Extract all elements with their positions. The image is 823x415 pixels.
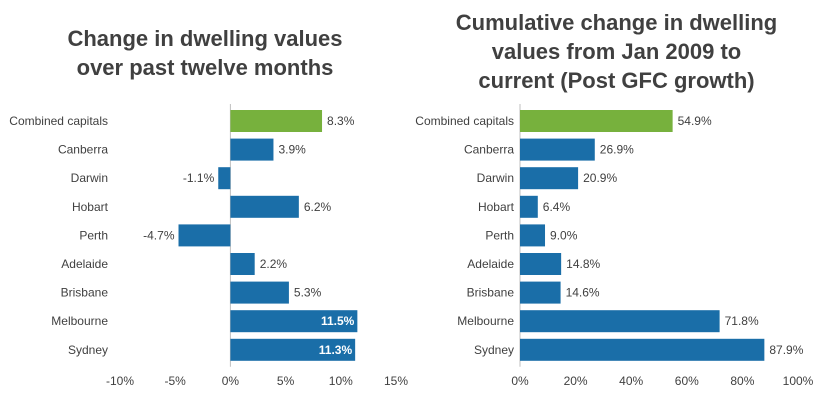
right-bar-combined-capitals [520, 110, 673, 132]
right-value-label: 71.8% [725, 314, 759, 328]
right-value-label: 14.8% [566, 257, 600, 271]
right-bar-canberra [520, 138, 595, 161]
left-category-label: Perth [79, 228, 108, 242]
left-bar-chart: Combined capitals 8.3% Canberra 3.9% Darwin -… [9, 104, 408, 388]
left-category-label: Adelaide [61, 257, 108, 271]
left-category-label: Combined capitals [9, 114, 108, 128]
right-bar-perth [520, 224, 546, 247]
right-category-label: Canberra [464, 143, 514, 157]
right-category-label: Sydney [474, 343, 514, 357]
left-title-line-1: Change in dwelling values [67, 26, 343, 51]
left-bar-combined-capitals [230, 110, 323, 132]
left-tick-label: 10% [329, 374, 353, 388]
left-tick-label: 0% [222, 374, 240, 388]
left-value-label: 6.2% [304, 200, 332, 214]
left-tick-label: -10% [106, 374, 134, 388]
left-category-label: Melbourne [51, 314, 108, 328]
left-bar-sydney [230, 338, 356, 361]
left-category-label: Hobart [72, 200, 109, 214]
right-value-label: 26.9% [600, 143, 634, 157]
left-tick-label: -5% [165, 374, 187, 388]
right-value-label: 87.9% [769, 343, 803, 357]
left-category-label: Canberra [58, 143, 108, 157]
left-value-label: -1.1% [183, 171, 215, 185]
left-category-label: Darwin [71, 171, 108, 185]
right-category-label: Darwin [477, 171, 514, 185]
left-value-label: 2.2% [260, 257, 288, 271]
right-title-line-1: Cumulative change in dwelling [455, 10, 778, 35]
right-chart-title: Cumulative change in dwelling values fro… [410, 8, 823, 95]
left-value-label: -4.7% [143, 228, 175, 242]
right-title-line-2: values from Jan 2009 to [491, 39, 742, 64]
left-value-label: 3.9% [278, 143, 306, 157]
left-bar-perth [178, 224, 231, 247]
left-bar-hobart [230, 195, 299, 218]
left-bar-adelaide [230, 253, 255, 275]
left-category-label: Sydney [68, 343, 108, 357]
left-chart-title: Change in dwelling values over past twel… [0, 24, 410, 82]
right-bar-melbourne [520, 310, 720, 333]
left-chart-panel: Change in dwelling values over past twel… [0, 0, 410, 415]
right-category-label: Hobart [478, 200, 515, 214]
right-value-label: 54.9% [678, 114, 712, 128]
right-category-label: Perth [485, 228, 514, 242]
right-tick-label: 20% [564, 374, 588, 388]
right-category-label: Brisbane [467, 286, 515, 300]
right-value-label: 20.9% [583, 171, 617, 185]
right-tick-label: 100% [783, 374, 814, 388]
right-category-label: Adelaide [467, 257, 514, 271]
right-chart-panel: Cumulative change in dwelling values fro… [410, 0, 823, 415]
left-bar-canberra [230, 138, 274, 161]
right-category-label: Combined capitals [415, 114, 514, 128]
right-bar-hobart [520, 195, 538, 218]
left-bar-darwin [218, 167, 231, 190]
left-tick-label: 15% [384, 374, 408, 388]
left-tick-label: 5% [277, 374, 295, 388]
right-bar-adelaide [520, 253, 562, 275]
right-bar-darwin [520, 167, 579, 190]
left-title-line-2: over past twelve months [76, 55, 334, 80]
left-value-label: 11.3% [319, 343, 353, 357]
right-value-label: 14.6% [566, 286, 600, 300]
right-title-line-3: current (Post GFC growth) [478, 68, 755, 93]
right-category-label: Melbourne [457, 314, 514, 328]
right-value-label: 9.0% [550, 228, 578, 242]
right-tick-label: 60% [675, 374, 699, 388]
right-value-label: 6.4% [543, 200, 571, 214]
right-tick-label: 40% [619, 374, 643, 388]
left-bar-melbourne [230, 310, 358, 333]
right-bar-sydney [520, 338, 765, 361]
left-value-label: 5.3% [294, 286, 322, 300]
right-tick-label: 80% [730, 374, 754, 388]
right-bar-brisbane [520, 281, 561, 304]
right-tick-label: 0% [511, 374, 529, 388]
right-bar-chart: Combined capitals 54.9% Canberra 26.9% Darwi… [415, 104, 814, 388]
left-bar-brisbane [230, 281, 289, 304]
left-value-label: 8.3% [327, 114, 355, 128]
left-category-label: Brisbane [61, 286, 109, 300]
left-value-label: 11.5% [321, 314, 355, 328]
